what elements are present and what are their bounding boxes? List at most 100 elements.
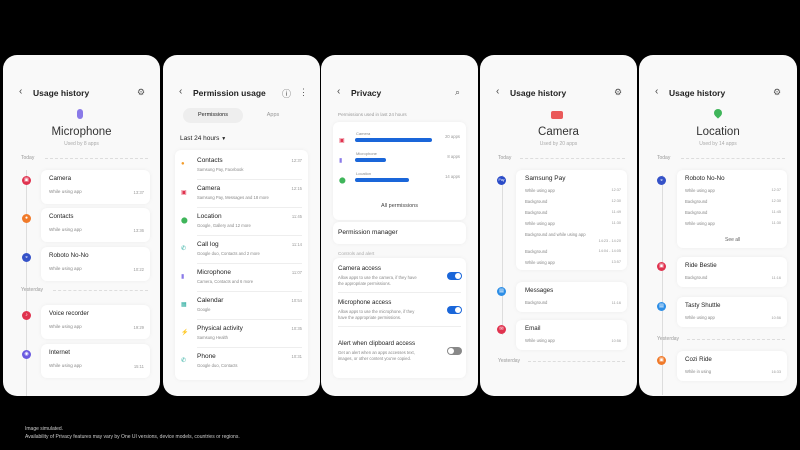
usage-list-item[interactable]	[677, 170, 787, 248]
setting-description: Get an alert when an apps accesses text,	[338, 350, 415, 355]
setting-description: the appropriate permissions.	[338, 281, 391, 286]
setting-toggle[interactable]	[447, 347, 462, 355]
gear-icon[interactable]: ⚙	[614, 87, 623, 97]
usage-list-item[interactable]	[677, 297, 787, 327]
usage-list-item[interactable]	[516, 320, 627, 350]
info-icon[interactable]: ⓘ	[282, 89, 292, 99]
permission-name: Camera	[197, 185, 221, 192]
access-mode: Background	[525, 249, 548, 254]
controls-card	[333, 258, 466, 378]
page-title: Privacy	[351, 88, 382, 98]
access-time: 12:30	[611, 199, 621, 203]
used-by: Used by 20 apps	[539, 141, 578, 147]
phone-privacy: ‹ Privacy ⌕ Permissions used in last 24 …	[321, 55, 478, 396]
usage-list-item[interactable]	[516, 282, 627, 312]
tab-permissions[interactable]: Permissions	[183, 108, 243, 123]
permission-name: Location	[197, 213, 222, 220]
usage-list-item[interactable]	[41, 208, 150, 242]
access-time: 13:37	[133, 190, 144, 195]
used-by: Used by 14 apps	[699, 141, 737, 147]
phone-mic-usage-history: ‹ Usage history ⚙ Microphone Used by 8 a…	[3, 55, 160, 396]
all-permissions-button[interactable]: All permissions	[381, 203, 418, 209]
app-icon: ◉	[22, 350, 31, 359]
tab-apps[interactable]: Apps	[266, 112, 280, 118]
access-mode: While using app	[685, 188, 715, 193]
usage-list-item[interactable]	[677, 257, 787, 287]
permission-manager-card[interactable]	[333, 222, 466, 244]
app-icon: ●	[22, 214, 31, 223]
permission-icon: ●	[181, 161, 185, 167]
permission-name: Contacts	[197, 157, 223, 164]
setting-toggle[interactable]	[447, 306, 462, 314]
access-time: 13:36	[133, 228, 144, 233]
back-icon[interactable]: ‹	[655, 86, 659, 97]
section-controls: Controls and alert	[338, 251, 375, 256]
usage-bar[interactable]	[355, 178, 409, 182]
usage-list-item[interactable]	[516, 170, 627, 270]
bar-count: 20 apps	[445, 134, 460, 139]
permission-list	[175, 150, 308, 380]
permission-time: 11:07	[291, 270, 302, 275]
access-mode: While using app	[49, 189, 82, 194]
usage-list-item[interactable]	[41, 344, 150, 378]
divider	[197, 263, 302, 264]
usage-list-item[interactable]	[41, 170, 150, 204]
gear-icon[interactable]: ⚙	[137, 87, 146, 97]
access-mode: While using app	[49, 227, 82, 232]
location-pin-icon	[712, 107, 724, 119]
disclaimer-line-1: Image simulated.	[25, 426, 64, 432]
setting-title: Microphone access	[338, 299, 392, 306]
app-name: Camera	[49, 175, 72, 182]
access-time: 11:49	[611, 210, 621, 214]
back-icon[interactable]: ‹	[19, 86, 23, 97]
access-mode: While using app	[525, 338, 555, 343]
time-filter-dropdown[interactable]: Last 24 hours ▼	[180, 135, 226, 142]
page-title: Usage history	[33, 88, 90, 98]
divider	[528, 361, 625, 362]
usage-bar[interactable]	[355, 138, 432, 142]
permission-icon: ✆	[181, 358, 187, 364]
app-name: Email	[525, 325, 541, 332]
setting-toggle[interactable]	[447, 272, 462, 280]
usage-list-item[interactable]	[677, 351, 787, 381]
gear-icon[interactable]: ⚙	[773, 87, 782, 97]
search-icon[interactable]: ⌕	[455, 87, 461, 97]
usage-list-item[interactable]	[41, 305, 150, 339]
usage-bar[interactable]	[355, 158, 386, 162]
divider	[53, 290, 148, 291]
access-mode: Background	[685, 275, 708, 280]
permission-list-item[interactable]	[175, 349, 308, 376]
permission-time: 11:45	[291, 214, 302, 219]
access-mode: Background	[525, 300, 548, 305]
permission-name: Microphone	[197, 269, 231, 276]
app-icon: ▣	[657, 356, 666, 365]
messages-icon: ▤	[497, 287, 506, 296]
app-name: Ride Bestie	[685, 262, 717, 269]
back-icon[interactable]: ‹	[496, 86, 500, 97]
setting-title: Camera access	[338, 265, 381, 272]
permission-time: 10:35	[291, 326, 302, 331]
access-time: 19:29	[133, 325, 144, 330]
permission-name: Camera	[538, 126, 579, 138]
permission-apps: Samsung Pay, Messages and 18 more	[197, 195, 269, 200]
divider	[338, 292, 461, 293]
access-time: 12:37	[611, 188, 621, 192]
access-time: 10:22	[133, 267, 144, 272]
section-today: Today	[21, 155, 35, 161]
permission-icon: ▣	[181, 190, 187, 196]
app-name: Roboto No-No	[685, 175, 725, 182]
permission-manager[interactable]: Permission manager	[338, 229, 398, 236]
page-title: Usage history	[510, 88, 567, 98]
more-options-icon[interactable]: ⋮	[299, 87, 308, 97]
permission-apps: Google	[197, 307, 211, 312]
permission-apps: Google duo, Contacts	[197, 363, 238, 368]
divider	[197, 235, 302, 236]
permission-list-item[interactable]	[175, 293, 308, 320]
back-icon[interactable]: ‹	[179, 86, 183, 97]
see-all-button[interactable]: See all	[725, 237, 741, 243]
access-time: 11:30	[611, 221, 621, 225]
divider	[681, 158, 785, 159]
email-icon: ✉	[497, 325, 506, 334]
usage-list-item[interactable]	[41, 247, 150, 281]
back-icon[interactable]: ‹	[337, 86, 341, 97]
